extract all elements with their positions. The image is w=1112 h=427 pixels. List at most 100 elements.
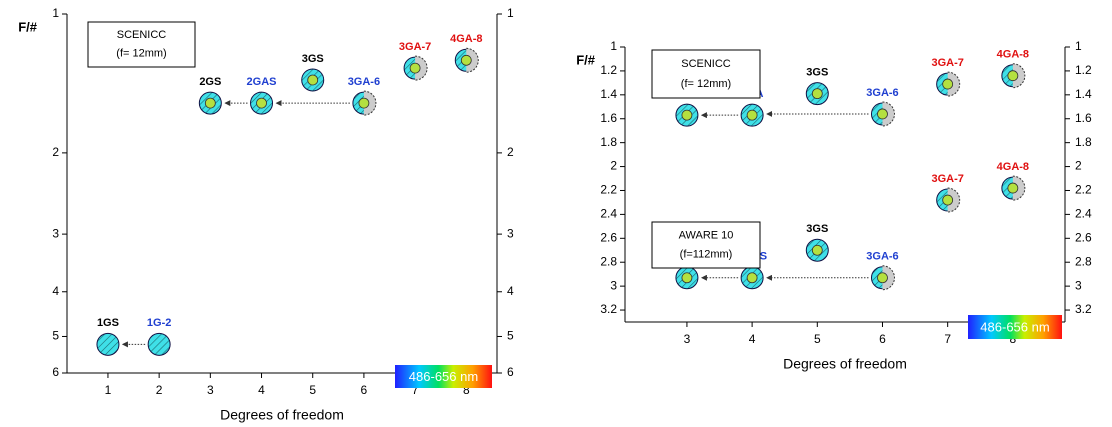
marker-core	[204, 97, 216, 109]
point-label: 3GS	[806, 67, 828, 79]
marker-half	[947, 187, 961, 213]
point-label: 1GS	[97, 317, 119, 329]
y-tick-label-right: 1.4	[1075, 87, 1092, 101]
colorbar-label: 486-656 nm	[409, 369, 478, 384]
marker	[805, 238, 829, 262]
x-tick-label: 8	[463, 383, 470, 397]
y-tick-label: 1	[52, 6, 59, 20]
annotation-text: (f=112mm)	[680, 248, 733, 260]
y-tick-label-right: 2	[1075, 159, 1082, 173]
y-tick-label: 5	[52, 329, 59, 343]
x-tick-label: 7	[412, 383, 419, 397]
y-tick-label-right: 4	[507, 284, 514, 298]
y-tick-label-right: 2.6	[1075, 230, 1092, 244]
point-label: 4GA-8	[450, 33, 482, 45]
x-axis-title: Degrees of freedom	[783, 356, 907, 372]
point-label: 3GA-7	[399, 41, 431, 53]
y-tick-label: 3	[610, 278, 617, 292]
point-label: 3GS	[806, 223, 828, 235]
point-label: 3GA-6	[866, 251, 898, 263]
x-tick-label: 6	[879, 332, 886, 346]
x-tick-label: 1	[105, 383, 112, 397]
marker	[675, 103, 699, 127]
annotation-box	[87, 21, 196, 68]
x-tick-label: 5	[814, 332, 821, 346]
point-label: 3GA-6	[866, 87, 898, 99]
y-tick-label-right: 2.8	[1075, 254, 1092, 268]
marker-half	[363, 90, 377, 116]
marker-core	[460, 54, 472, 66]
marker-core	[681, 272, 693, 284]
x-tick-label: 7	[944, 332, 951, 346]
y-axis-title: F/#	[576, 52, 596, 67]
x-tick-label: 8	[1010, 332, 1017, 346]
colorbar	[968, 315, 1062, 339]
point-label: 2GS	[199, 76, 221, 88]
marker-core	[681, 109, 693, 121]
y-tick-label-right: 1.8	[1075, 135, 1092, 149]
marker	[675, 266, 699, 290]
y-tick-label: 3	[52, 226, 59, 240]
colorbar-label: 486-656 nm	[980, 319, 1049, 334]
marker	[147, 332, 171, 356]
marker	[936, 71, 961, 97]
point-label: 3GA-7	[931, 173, 963, 185]
marker-core	[811, 244, 823, 256]
marker-core	[746, 109, 758, 121]
point-label: 1G-2	[147, 317, 171, 329]
y-tick-label: 2.8	[600, 254, 617, 268]
y-tick-label-right: 5	[507, 329, 514, 343]
marker-half	[1012, 175, 1026, 201]
y-tick-label: 1.8	[600, 135, 617, 149]
y-tick-label-right: 3.2	[1075, 302, 1092, 316]
y-tick-label: 2	[610, 159, 617, 173]
marker-half	[882, 101, 895, 127]
marker	[96, 332, 120, 356]
x-tick-label: 3	[207, 383, 214, 397]
y-tick-label: 1	[610, 39, 617, 53]
point-label: 2GAS	[247, 76, 277, 88]
y-tick-label: 2.4	[600, 207, 617, 221]
marker-core	[307, 74, 319, 86]
y-tick-label: 2	[52, 145, 59, 159]
marker-half	[947, 71, 961, 97]
y-tick-label: 6	[52, 365, 59, 379]
y-tick-label: 2.2	[600, 183, 617, 197]
y-tick-label-right: 1.2	[1075, 63, 1092, 77]
marker	[870, 265, 895, 291]
annotation-text: SCENICC	[681, 58, 731, 70]
annotation-text: AWARE 10	[679, 229, 734, 241]
marker-core	[942, 78, 954, 90]
y-tick-label: 2.6	[600, 230, 617, 244]
y-tick-label-right: 1	[507, 6, 514, 20]
marker-half	[1012, 63, 1026, 89]
y-tick-label-right: 3	[507, 226, 514, 240]
marker	[805, 82, 829, 106]
y-tick-label-right: 1	[1075, 39, 1082, 53]
point-label: 4GA-8	[997, 161, 1029, 173]
marker	[740, 266, 764, 290]
marker-core	[877, 272, 888, 284]
marker-half	[415, 55, 428, 81]
marker	[936, 187, 961, 213]
x-tick-label: 3	[684, 332, 691, 346]
marker-core	[256, 97, 267, 109]
marker-core	[358, 97, 370, 109]
marker-disc	[147, 332, 171, 356]
y-tick-label: 1.6	[600, 111, 617, 125]
annotation-box	[651, 49, 761, 99]
y-tick-label-right: 3	[1075, 278, 1082, 292]
marker	[250, 91, 274, 115]
point-label: 3GA-7	[931, 57, 963, 69]
marker-core	[409, 62, 421, 74]
marker-core	[1007, 70, 1019, 82]
point-label: 3GA-6	[348, 76, 380, 88]
marker-half	[466, 47, 479, 73]
point-label: 4GA-8	[997, 49, 1029, 61]
marker	[403, 55, 428, 81]
marker-core	[1007, 182, 1019, 194]
marker	[301, 68, 325, 92]
marker	[740, 103, 764, 127]
y-tick-label-right: 2.2	[1075, 183, 1092, 197]
